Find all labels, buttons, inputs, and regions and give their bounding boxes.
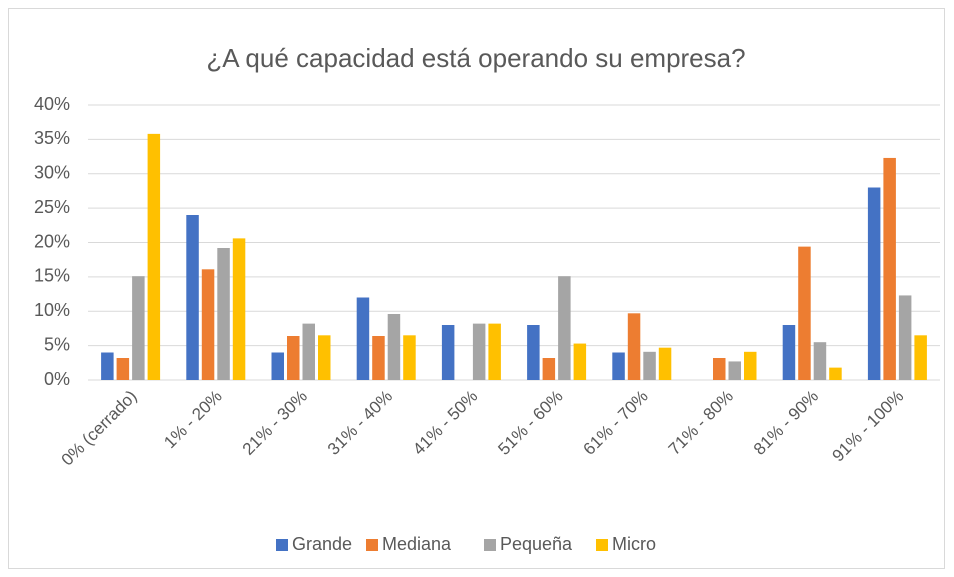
- bar: [612, 352, 625, 380]
- legend-label: Pequeña: [500, 534, 573, 554]
- legend-label: Grande: [292, 534, 352, 554]
- bar: [643, 351, 656, 380]
- bar: [488, 323, 501, 380]
- bar: [627, 313, 641, 380]
- bar: [713, 358, 726, 380]
- bar: [914, 335, 927, 380]
- bar: [147, 133, 161, 380]
- bar: [403, 335, 416, 380]
- bar: [271, 352, 284, 380]
- legend-label: Mediana: [382, 534, 452, 554]
- bar: [573, 343, 587, 380]
- bar: [101, 352, 114, 380]
- y-tick-label: 20%: [34, 231, 70, 251]
- bar: [441, 325, 455, 380]
- bar: [829, 367, 842, 380]
- legend-label: Micro: [612, 534, 656, 554]
- bar: [867, 187, 881, 380]
- legend-swatch: [276, 539, 288, 551]
- bar: [232, 238, 246, 380]
- bar: [898, 295, 912, 380]
- chart-border: [8, 8, 945, 569]
- bar: [116, 358, 130, 380]
- bar: [372, 336, 385, 380]
- bar: [387, 314, 401, 380]
- y-tick-label: 0%: [44, 369, 70, 389]
- y-tick-label: 10%: [34, 300, 70, 320]
- bar: [782, 325, 796, 380]
- legend-swatch: [366, 539, 378, 551]
- bar: [527, 325, 540, 380]
- bar: [217, 248, 230, 380]
- legend-swatch: [484, 539, 496, 551]
- bar: [287, 336, 300, 380]
- bar: [728, 361, 741, 380]
- bar: [356, 297, 370, 380]
- bar: [542, 358, 556, 380]
- bar: [813, 342, 827, 380]
- bar: [558, 276, 571, 380]
- bar: [798, 246, 811, 380]
- chart-title: ¿A qué capacidad está operando su empres…: [206, 43, 745, 73]
- bar: [132, 276, 145, 380]
- bar: [186, 215, 199, 380]
- y-tick-label: 15%: [34, 266, 70, 286]
- y-tick-label: 35%: [34, 128, 70, 148]
- bar: [658, 347, 672, 380]
- bar: [472, 323, 486, 380]
- y-tick-label: 40%: [34, 94, 70, 114]
- bar: [318, 335, 331, 380]
- bar: [201, 269, 215, 380]
- y-tick-label: 30%: [34, 163, 70, 183]
- bar: [302, 323, 315, 380]
- y-tick-label: 25%: [34, 197, 70, 217]
- y-tick-label: 5%: [44, 334, 70, 354]
- bar: [744, 351, 757, 380]
- legend-swatch: [596, 539, 608, 551]
- bar: [883, 157, 896, 380]
